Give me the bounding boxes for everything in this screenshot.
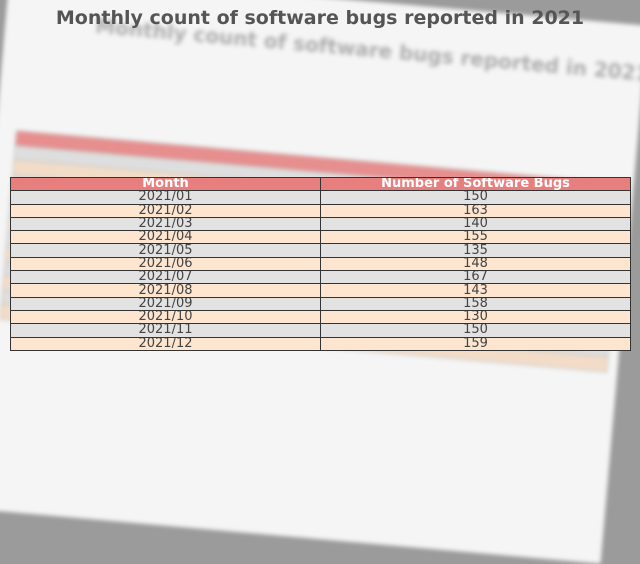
month-cell: 2021/07	[10, 270, 321, 285]
month-cell: 2021/08	[10, 283, 321, 298]
header-month: Month	[10, 176, 321, 192]
bug-count-cell: 143	[320, 283, 631, 298]
table-row: 2021/08 143	[10, 283, 631, 298]
bug-count-cell: 148	[320, 256, 631, 272]
table-row: 2021/01 150	[10, 190, 631, 205]
table-row: 2021/11 150	[10, 323, 631, 338]
month-cell: 2021/01	[10, 190, 321, 205]
table-row: 2021/06 148	[10, 256, 631, 272]
header-bug-count: Number of Software Bugs	[320, 176, 631, 192]
bugs-table: Month Number of Software Bugs 2021/01 150…	[10, 176, 631, 351]
table-row: 2021/03 140	[10, 216, 631, 232]
month-cell: 2021/02	[10, 203, 321, 218]
table-row: 2021/09 158	[10, 296, 631, 311]
month-cell: 2021/10	[10, 309, 321, 325]
month-cell: 2021/04	[10, 230, 321, 245]
header-row: Month Number of Software Bugs	[10, 176, 631, 192]
chart-title: Monthly count of software bugs reported …	[55, 7, 585, 29]
table-body: 2021/01 150 2021/02 163 2021/03 140 2021/04 155…	[10, 190, 631, 351]
bug-count-cell: 167	[320, 270, 631, 285]
table-row: 2021/07 167	[10, 270, 631, 285]
bug-count-cell: 158	[320, 296, 631, 311]
bug-count-cell: 130	[320, 309, 631, 325]
bug-count-cell: 163	[320, 203, 631, 218]
table-row: 2021/05 135	[10, 243, 631, 258]
month-cell: 2021/03	[10, 216, 321, 232]
bug-count-cell: 159	[320, 336, 631, 351]
bug-count-cell: 150	[320, 190, 631, 205]
month-cell: 2021/09	[10, 296, 321, 311]
bug-count-cell: 155	[320, 230, 631, 245]
month-cell: 2021/05	[10, 243, 321, 258]
month-cell: 2021/11	[10, 323, 321, 338]
bug-count-cell: 135	[320, 243, 631, 258]
table-row: 2021/10 130	[10, 309, 631, 325]
month-cell: 2021/12	[10, 336, 321, 351]
table-row: 2021/02 163	[10, 203, 631, 218]
table-row: 2021/12 159	[10, 336, 631, 351]
month-cell: 2021/06	[10, 256, 321, 272]
bug-count-cell: 140	[320, 216, 631, 232]
table-row: 2021/04 155	[10, 230, 631, 245]
bug-count-cell: 150	[320, 323, 631, 338]
